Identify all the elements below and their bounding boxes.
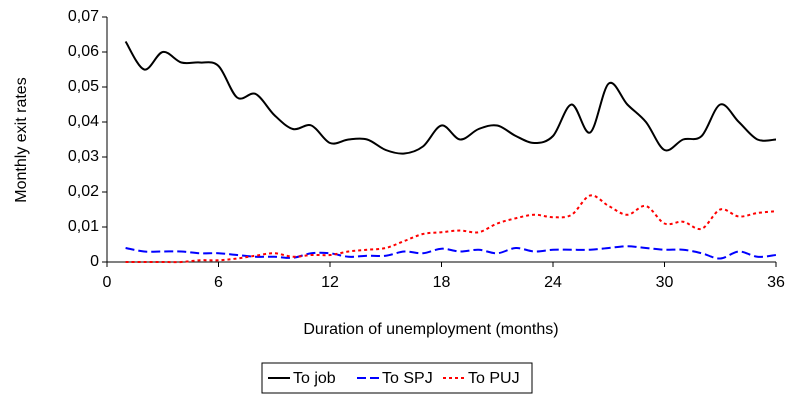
legend-label: To PUJ — [468, 370, 520, 387]
x-tick-label: 12 — [321, 274, 339, 291]
y-tick-label: 0,04 — [68, 113, 99, 130]
legend-box — [261, 362, 533, 394]
x-tick-label: 24 — [544, 274, 562, 291]
series-line — [125, 194, 777, 264]
legend-label: To SPJ — [382, 370, 433, 387]
legend-label: To job — [293, 370, 336, 387]
y-tick-label: 0,05 — [68, 78, 99, 95]
x-tick-label: 0 — [103, 274, 112, 291]
x-tick-label: 30 — [656, 274, 674, 291]
x-tick-label: 36 — [767, 274, 785, 291]
y-tick-label: 0 — [90, 253, 99, 270]
series-line — [125, 245, 777, 260]
x-axis-title: Duration of unemployment (months) — [303, 321, 558, 338]
y-axis-title: Monthly exit rates — [13, 77, 30, 202]
x-tick-label: 18 — [433, 274, 451, 291]
y-tick-label: 0,03 — [68, 148, 99, 165]
series-line — [124, 40, 777, 155]
x-tick-label: 6 — [214, 274, 223, 291]
y-tick-label: 0,06 — [68, 43, 99, 60]
y-tick-label: 0,01 — [68, 218, 99, 235]
y-tick-label: 0,07 — [68, 8, 99, 25]
y-tick-label: 0,02 — [68, 183, 99, 200]
